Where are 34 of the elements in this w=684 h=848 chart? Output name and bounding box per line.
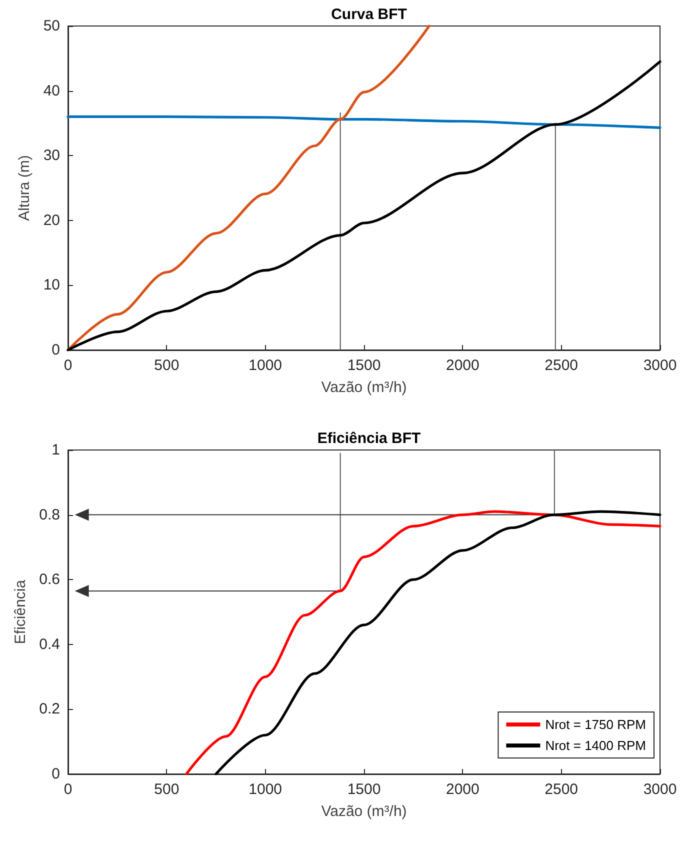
chart-title: Curva BFT xyxy=(331,6,407,23)
x-tick-label: 1500 xyxy=(347,357,381,374)
y-axis-title: Eficiência xyxy=(12,579,30,644)
x-tick-label: 2500 xyxy=(544,781,578,798)
x-tick-label: 1000 xyxy=(248,781,282,798)
chart-title: Eficiência BFT xyxy=(317,430,421,447)
x-tick-label: 1500 xyxy=(347,781,381,798)
legend-label: Nrot = 1400 RPM xyxy=(545,738,646,753)
y-tick-label: 30 xyxy=(43,147,60,164)
y-axis-title: Altura (m) xyxy=(16,155,33,221)
x-tick-label: 2500 xyxy=(544,357,578,374)
legend-label: Nrot = 1750 RPM xyxy=(545,717,646,732)
x-tick-label: 2000 xyxy=(446,781,480,798)
y-tick-label: 0 xyxy=(52,766,60,782)
y-tick-label: 0.2 xyxy=(39,700,60,718)
y-tick-label: 0.4 xyxy=(39,636,60,653)
x-tick-label: 0 xyxy=(64,357,72,374)
x-tick-label: 0 xyxy=(64,781,72,798)
x-tick-label: 500 xyxy=(154,357,180,374)
y-tick-label: 0.6 xyxy=(39,571,60,588)
y-tick-label: 0 xyxy=(52,342,60,358)
x-axis-title: Vazão (m³/h) xyxy=(321,379,407,396)
y-tick-label: 0.8 xyxy=(39,506,60,524)
x-tick-label: 3000 xyxy=(643,357,677,374)
x-tick-label: 3000 xyxy=(643,781,677,798)
y-tick-label: 50 xyxy=(43,18,60,34)
x-tick-label: 1000 xyxy=(248,357,282,374)
y-tick-label: 10 xyxy=(43,276,60,294)
x-axis-title: Vazão (m³/h) xyxy=(321,803,407,820)
x-tick-label: 500 xyxy=(154,781,180,798)
x-tick-label: 2000 xyxy=(446,357,480,374)
y-tick-label: 20 xyxy=(43,212,60,229)
y-tick-label: 40 xyxy=(43,82,60,100)
y-tick-label: 1 xyxy=(52,442,60,458)
